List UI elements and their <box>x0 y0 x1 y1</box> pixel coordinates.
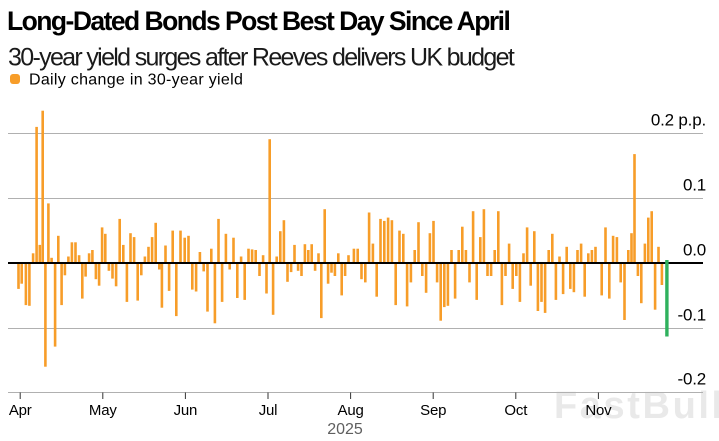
svg-text:0.0: 0.0 <box>683 241 706 260</box>
svg-text:Jun: Jun <box>174 402 198 419</box>
svg-text:Long-Dated Bonds Post Best Day: Long-Dated Bonds Post Best Day Since Apr… <box>7 6 509 36</box>
svg-text:May: May <box>89 402 117 419</box>
svg-text:Jul: Jul <box>259 402 278 419</box>
svg-text:Apr: Apr <box>9 402 32 419</box>
svg-text:Daily change in 30-year yield: Daily change in 30-year yield <box>29 72 243 89</box>
svg-text:Nov: Nov <box>585 402 612 419</box>
svg-text:Oct: Oct <box>504 402 528 419</box>
svg-text:Aug: Aug <box>338 402 364 419</box>
svg-text:-0.2: -0.2 <box>678 370 707 389</box>
svg-text:0.2 p.p.: 0.2 p.p. <box>651 111 706 130</box>
svg-text:30-year yield surges after Ree: 30-year yield surges after Reeves delive… <box>8 44 515 72</box>
svg-text:0.1: 0.1 <box>683 176 706 195</box>
svg-text:-0.1: -0.1 <box>678 306 707 325</box>
svg-text:FastBull: FastBull <box>554 385 719 427</box>
svg-text:2025: 2025 <box>327 421 363 438</box>
svg-text:Sep: Sep <box>420 402 446 419</box>
